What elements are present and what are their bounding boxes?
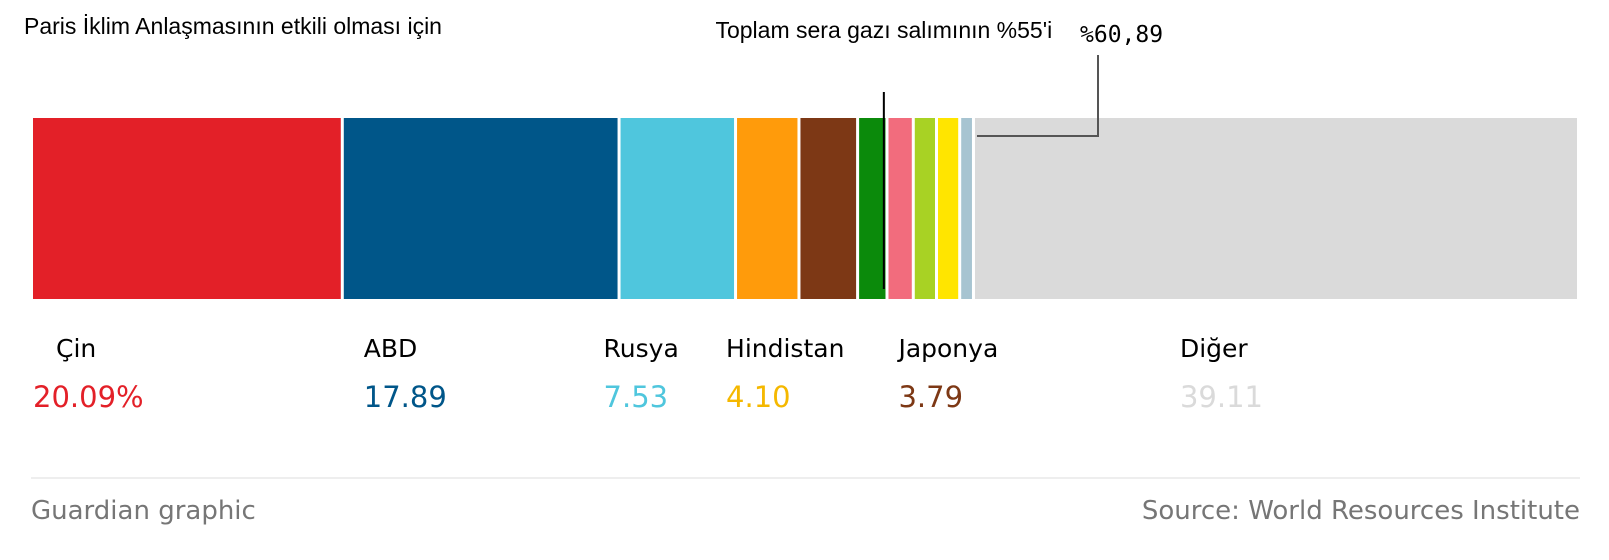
bar-segment <box>620 118 735 299</box>
bar-segment <box>888 118 912 299</box>
bar-segment <box>914 118 935 299</box>
bar-segment <box>33 118 341 299</box>
category-label: Hindistan <box>726 334 845 363</box>
value-label: 4.10 <box>726 380 791 414</box>
value-label: 20.09% <box>33 380 144 414</box>
bar-segment <box>974 118 1577 299</box>
source: Source: World Resources Institute <box>1141 496 1580 526</box>
annotation: Toplam sera gazı salımının %55'i <box>715 17 1053 43</box>
bar-segment <box>937 118 959 299</box>
bar-segment <box>343 118 618 299</box>
bar-segment <box>859 118 886 299</box>
credit: Guardian graphic <box>31 496 256 526</box>
value-label: 7.53 <box>603 380 669 414</box>
category-label: Japonya <box>898 334 999 363</box>
annotation: %60,89 <box>1080 22 1164 48</box>
bar-segment <box>737 118 798 299</box>
chart-title: Paris İklim Anlaşmasının etkili olması i… <box>24 13 442 39</box>
value-label: 17.89 <box>363 380 447 414</box>
bar-segment <box>800 118 857 299</box>
category-label: ABD <box>363 334 418 363</box>
value-label: 3.79 <box>898 380 964 414</box>
value-label: 39.11 <box>1179 380 1263 414</box>
category-label: Diğer <box>1179 334 1248 363</box>
bar-segment <box>961 118 972 299</box>
category-label: Çin <box>56 334 97 363</box>
category-label: Rusya <box>603 334 679 363</box>
annotation-line <box>976 55 1099 137</box>
